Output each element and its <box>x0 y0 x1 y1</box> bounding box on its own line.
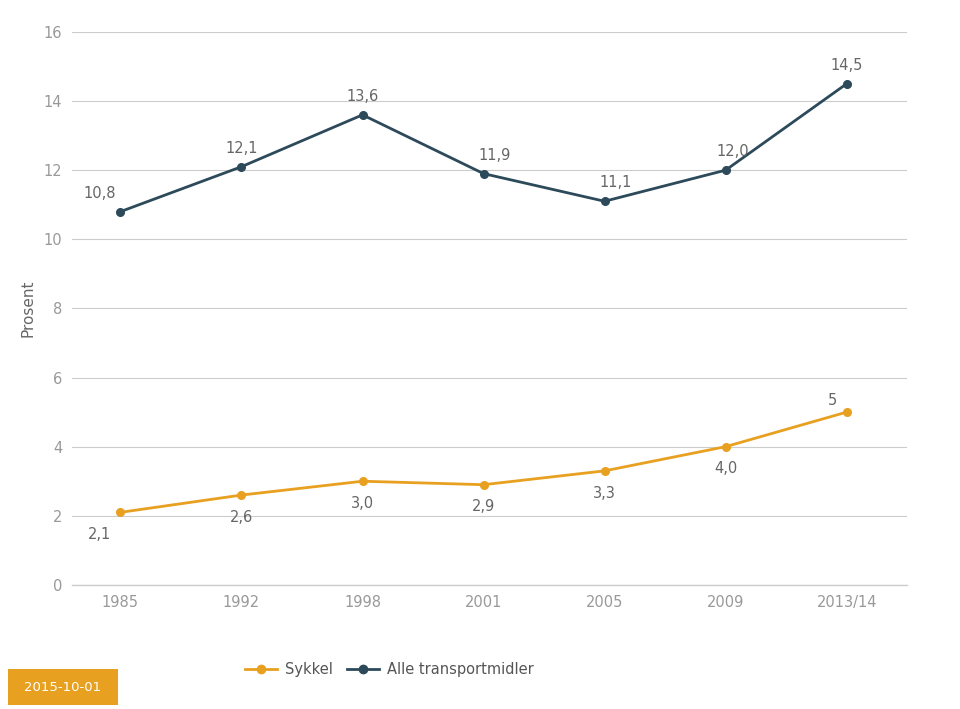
Text: 2,1: 2,1 <box>88 527 111 542</box>
Text: 11,9: 11,9 <box>478 147 511 162</box>
Legend: Sykkel, Alle transportmidler: Sykkel, Alle transportmidler <box>240 656 540 683</box>
Text: 13,6: 13,6 <box>347 89 378 104</box>
Text: 12,0: 12,0 <box>716 144 749 159</box>
Text: 4,0: 4,0 <box>714 462 737 476</box>
Text: 3,3: 3,3 <box>593 486 616 501</box>
Text: 10,8: 10,8 <box>84 186 116 201</box>
Text: 2,6: 2,6 <box>229 510 253 525</box>
Text: 14,5: 14,5 <box>830 57 863 72</box>
Text: 5: 5 <box>828 393 837 408</box>
Text: 12,1: 12,1 <box>226 140 257 155</box>
FancyBboxPatch shape <box>8 669 118 705</box>
Y-axis label: Prosent: Prosent <box>20 279 36 337</box>
Text: 2015-10-01: 2015-10-01 <box>24 681 102 693</box>
Text: 3,0: 3,0 <box>351 496 374 511</box>
Text: 2,9: 2,9 <box>472 499 495 515</box>
Text: 11,1: 11,1 <box>599 175 632 190</box>
